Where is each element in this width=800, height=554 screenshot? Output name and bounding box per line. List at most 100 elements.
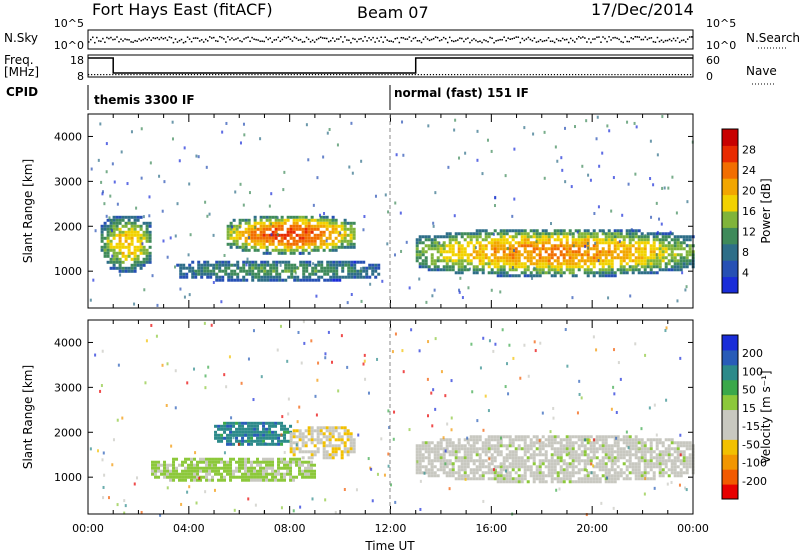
noise-cell: [590, 471, 593, 475]
nave-point: [429, 74, 432, 76]
heatmap-cell: [598, 435, 602, 439]
heatmap-cell: [421, 441, 425, 445]
heatmap-cell: [541, 271, 545, 275]
noise-cell: [204, 200, 207, 204]
heatmap-cell: [568, 474, 572, 478]
heatmap-cell: [142, 248, 146, 252]
noise-cell: [188, 485, 191, 489]
heatmap-cell: [421, 265, 425, 269]
heatmap-cell: [544, 265, 548, 269]
heatmap-cell: [338, 260, 342, 264]
heatmap-cell: [268, 242, 272, 246]
heatmap-cell: [139, 245, 143, 249]
heatmap-cell: [280, 427, 284, 431]
heatmap-cell: [280, 478, 284, 482]
heatmap-cell: [151, 460, 155, 464]
heatmap-cell: [265, 478, 269, 482]
heatmap-cell: [598, 465, 602, 469]
noise-cell: [390, 483, 393, 487]
heatmap-cell: [179, 275, 183, 279]
heatmap-cell: [493, 259, 497, 263]
heatmap-cell: [616, 453, 620, 457]
nsky-point: [440, 39, 443, 41]
heatmap-cell: [301, 441, 305, 445]
heatmap-cell: [112, 227, 116, 231]
heatmap-cell: [314, 278, 318, 282]
heatmap-cell: [347, 272, 351, 276]
heatmap-cell: [523, 438, 527, 442]
heatmap-cell: [688, 253, 692, 257]
heatmap-cell: [604, 450, 608, 454]
heatmap-cell: [331, 444, 335, 448]
heatmap-cell: [115, 242, 119, 246]
heatmap-cell: [676, 253, 680, 257]
heatmap-cell: [646, 271, 650, 275]
heatmap-cell: [580, 256, 584, 260]
heatmap-cell: [640, 241, 644, 245]
heatmap-cell: [256, 248, 260, 252]
heatmap-cell: [188, 263, 192, 267]
heatmap-cell: [583, 232, 587, 236]
heatmap-cell: [622, 244, 626, 248]
heatmap-cell: [247, 430, 251, 434]
heatmap-cell: [451, 247, 455, 251]
heatmap-cell: [472, 468, 476, 472]
heatmap-cell: [184, 457, 188, 461]
heatmap-cell: [526, 450, 530, 454]
heatmap-cell: [520, 244, 524, 248]
heatmap-cell: [655, 447, 659, 451]
heatmap-cell: [493, 435, 497, 439]
heatmap-cell: [304, 472, 308, 476]
heatmap-cell: [592, 453, 596, 457]
heatmap-cell: [673, 235, 677, 239]
heatmap-cell: [556, 477, 560, 481]
heatmap-cell: [263, 275, 267, 279]
heatmap-cell: [604, 271, 608, 275]
noise-cell: [660, 222, 663, 226]
heatmap-cell: [253, 230, 257, 234]
heatmap-cell: [251, 260, 255, 264]
heatmap-cell: [275, 266, 279, 270]
heatmap-cell: [274, 224, 278, 228]
heatmap-cell: [325, 453, 329, 457]
noise-cell: [156, 303, 159, 307]
heatmap-cell: [310, 441, 314, 445]
heatmap-cell: [625, 250, 629, 254]
heatmap-cell: [577, 453, 581, 457]
noise-cell: [606, 476, 609, 480]
noise-cell: [376, 357, 379, 361]
heatmap-cell: [188, 269, 192, 273]
heatmap-cell: [163, 463, 167, 467]
nave-point: [677, 74, 680, 76]
heatmap-cell: [601, 435, 605, 439]
nsky-point: [350, 41, 352, 44]
heatmap-cell: [565, 241, 569, 245]
heatmap-cell: [562, 229, 566, 233]
heatmap-cell: [628, 465, 632, 469]
heatmap-cell: [643, 268, 647, 272]
heatmap-cell: [538, 465, 542, 469]
noise-cell: [195, 501, 198, 505]
noise-cell: [299, 505, 302, 509]
heatmap-cell: [634, 438, 638, 442]
heatmap-cell: [682, 465, 686, 469]
heatmap-cell: [196, 466, 200, 470]
heatmap-cell: [646, 232, 650, 236]
heatmap-cell: [275, 275, 279, 279]
heatmap-cell: [562, 244, 566, 248]
heatmap-cell: [445, 232, 449, 236]
heatmap-cell: [244, 433, 248, 437]
heatmap-cell: [445, 265, 449, 269]
cpid-panel: CPID themis 3300 IF normal (fast) 151 IF: [6, 85, 529, 110]
heatmap-cell: [448, 232, 452, 236]
heatmap-cell: [511, 453, 515, 457]
noise-cell: [315, 413, 318, 417]
nave-point: [251, 74, 253, 76]
heatmap-cell: [493, 444, 497, 448]
noise-cell: [618, 239, 621, 243]
heatmap-cell: [637, 250, 641, 254]
heatmap-cell: [218, 260, 222, 264]
heatmap-cell: [532, 262, 536, 266]
nsky-point: [614, 36, 616, 39]
heatmap-cell: [181, 478, 185, 482]
